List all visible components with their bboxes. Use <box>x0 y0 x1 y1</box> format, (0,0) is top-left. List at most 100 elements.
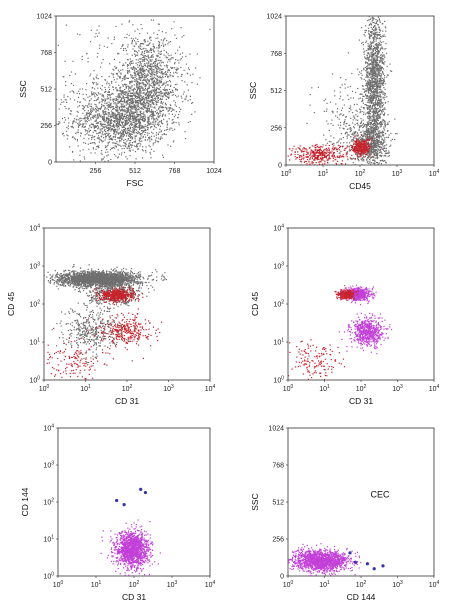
y-tick-label: 768 <box>40 50 52 57</box>
event-dot <box>118 102 120 104</box>
event-dot <box>354 142 356 144</box>
event-dot <box>135 146 137 148</box>
event-dot <box>132 101 134 103</box>
event-dot <box>135 68 137 70</box>
event-dot <box>125 104 127 106</box>
event-dot <box>383 54 385 56</box>
event-dot <box>146 111 148 113</box>
event-dot <box>379 70 381 72</box>
event-dot <box>124 151 126 154</box>
event-dot <box>96 133 98 135</box>
event-dot <box>157 37 159 39</box>
event-dot <box>106 149 108 151</box>
event-dot <box>127 71 129 73</box>
event-dot <box>109 84 111 86</box>
event-dot <box>84 142 87 144</box>
event-dot <box>130 113 132 115</box>
event-dot <box>366 105 368 107</box>
event-dot <box>116 113 119 115</box>
event-dot <box>133 130 136 132</box>
event-dot <box>95 201 96 202</box>
event-dot <box>69 74 71 77</box>
event-dot <box>124 93 126 95</box>
event-dot <box>160 97 162 99</box>
event-dot <box>370 35 372 37</box>
event-dot <box>90 152 92 154</box>
event-dot <box>374 78 376 80</box>
event-dot <box>101 89 103 91</box>
event-dot <box>377 120 379 122</box>
event-dot <box>155 60 157 63</box>
event-dot <box>80 135 82 137</box>
event-dot <box>161 134 163 136</box>
event-dot <box>377 105 379 107</box>
event-dot <box>91 138 93 140</box>
event-dot <box>162 83 164 85</box>
event-dot <box>159 138 161 141</box>
event-dot <box>133 113 135 115</box>
event-dot <box>116 67 118 69</box>
event-dot <box>130 76 132 78</box>
event-dot <box>155 93 157 95</box>
event-dot <box>129 120 131 122</box>
event-dot <box>120 69 122 71</box>
event-dot <box>379 78 381 80</box>
event-dot <box>370 45 372 48</box>
event-dot <box>27 111 28 112</box>
event-dot <box>131 98 133 100</box>
event-dot <box>363 155 365 158</box>
event-dot <box>154 91 156 93</box>
event-dot <box>143 76 145 78</box>
event-dot <box>83 118 85 120</box>
event-dot <box>112 129 114 131</box>
event-dot <box>157 98 159 100</box>
event-dot <box>105 151 107 153</box>
event-dot <box>158 44 160 47</box>
event-dot <box>369 63 371 65</box>
event-dot <box>151 101 153 103</box>
event-dot <box>142 69 145 71</box>
event-dot <box>124 91 126 93</box>
event-dot <box>117 156 119 158</box>
event-dot <box>382 114 385 116</box>
event-dot <box>150 138 152 140</box>
event-dot <box>92 107 94 109</box>
event-dot <box>151 68 153 70</box>
event-dot <box>90 110 93 112</box>
event-dot <box>381 46 383 48</box>
event-dot <box>89 134 91 136</box>
event-dot <box>93 115 95 117</box>
event-dot <box>112 106 114 108</box>
event-dot <box>148 108 150 110</box>
event-dot <box>134 128 136 130</box>
event-dot <box>138 137 141 139</box>
event-dot <box>379 122 381 124</box>
event-dot <box>383 121 385 123</box>
event-dot <box>78 119 80 121</box>
event-dot <box>127 139 129 141</box>
event-dot <box>146 94 148 96</box>
event-dot <box>379 49 381 51</box>
event-dot <box>361 27 363 29</box>
event-dot <box>161 68 163 70</box>
event-dot <box>373 121 375 123</box>
event-dot <box>99 47 101 49</box>
event-dot <box>368 120 370 122</box>
event-dot <box>130 112 132 114</box>
event-dot <box>132 95 134 97</box>
event-dot <box>168 59 170 61</box>
event-dot <box>370 102 372 104</box>
event-dot <box>383 146 385 148</box>
event-dot <box>100 125 102 127</box>
event-dot <box>111 72 113 75</box>
event-dot <box>127 77 129 79</box>
event-dot <box>380 79 382 81</box>
event-dot <box>147 87 149 90</box>
event-dot <box>372 98 374 100</box>
event-dot <box>148 96 150 98</box>
event-dot <box>157 108 160 110</box>
event-dot <box>382 187 383 188</box>
event-dot <box>123 139 125 141</box>
event-dot <box>147 97 149 100</box>
event-dot <box>130 140 132 142</box>
